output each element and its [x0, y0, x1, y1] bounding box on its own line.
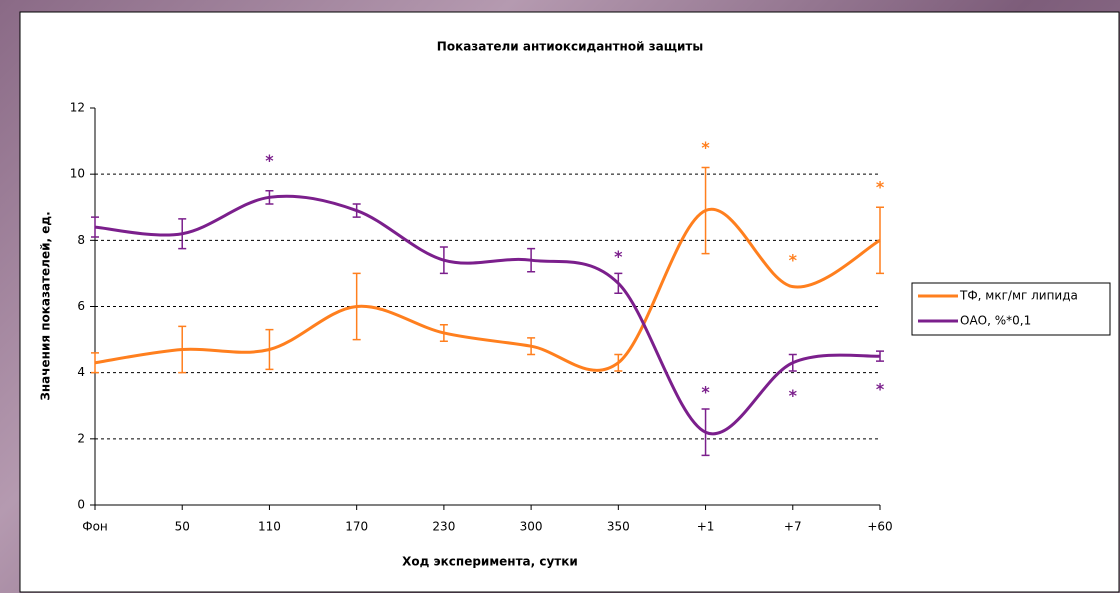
annotation: *: [876, 178, 885, 197]
x-tick-label: 110: [258, 520, 281, 534]
x-tick-label: 350: [607, 520, 630, 534]
x-tick-label: Фон: [82, 520, 108, 534]
legend-box: [911, 282, 1111, 336]
error-bar: [352, 203, 361, 218]
error-bar: [701, 166, 710, 255]
error-bar: [876, 206, 884, 275]
error-bar: [265, 328, 274, 371]
y-tick-label: 0: [77, 498, 85, 512]
y-tick-label: 2: [77, 431, 85, 445]
x-axis-label: Ход эксперимента, сутки: [402, 555, 578, 569]
error-bar: [788, 353, 797, 372]
y-tick-label: 8: [77, 233, 85, 247]
annotation: *: [701, 383, 710, 402]
x-tick-label: +1: [697, 520, 715, 534]
error-bar: [91, 352, 99, 374]
legend-label: ОАО, %*0,1: [960, 314, 1031, 328]
x-tick-label: 230: [432, 520, 455, 534]
series-line: [94, 194, 881, 436]
error-bar: [439, 323, 448, 342]
y-tick-label: 10: [70, 167, 85, 181]
error-bar: [527, 247, 536, 273]
x-tick-label: 170: [345, 520, 368, 534]
y-tick-label: 4: [77, 365, 85, 379]
annotation: *: [614, 247, 623, 266]
error-bar: [265, 189, 274, 205]
error-bar: [701, 408, 710, 457]
error-bar: [614, 353, 623, 372]
x-tick-label: 50: [175, 520, 190, 534]
annotation: *: [789, 386, 798, 405]
annotation: *: [789, 250, 798, 269]
legend-label: ТФ, мкг/мг липида: [959, 289, 1078, 303]
series-line: [94, 207, 881, 372]
error-bar: [614, 272, 623, 295]
x-tick-label: 300: [520, 520, 543, 534]
error-bar: [439, 246, 448, 275]
x-tick-label: +60: [867, 520, 892, 534]
x-tick-label: +7: [784, 520, 802, 534]
chart-title: Показатели антиоксидантной защиты: [437, 40, 703, 54]
error-bar: [178, 325, 187, 374]
y-tick-label: 12: [70, 101, 85, 115]
error-bar: [876, 350, 884, 362]
annotation: *: [876, 379, 885, 398]
y-tick-label: 6: [77, 299, 85, 313]
annotation: *: [701, 138, 710, 157]
error-bar: [91, 216, 99, 238]
error-bar: [527, 337, 536, 356]
error-bar: [178, 218, 187, 250]
y-axis-label: Значения показателей, ед.: [39, 211, 53, 400]
annotation: *: [265, 151, 274, 170]
error-bar: [352, 272, 361, 341]
